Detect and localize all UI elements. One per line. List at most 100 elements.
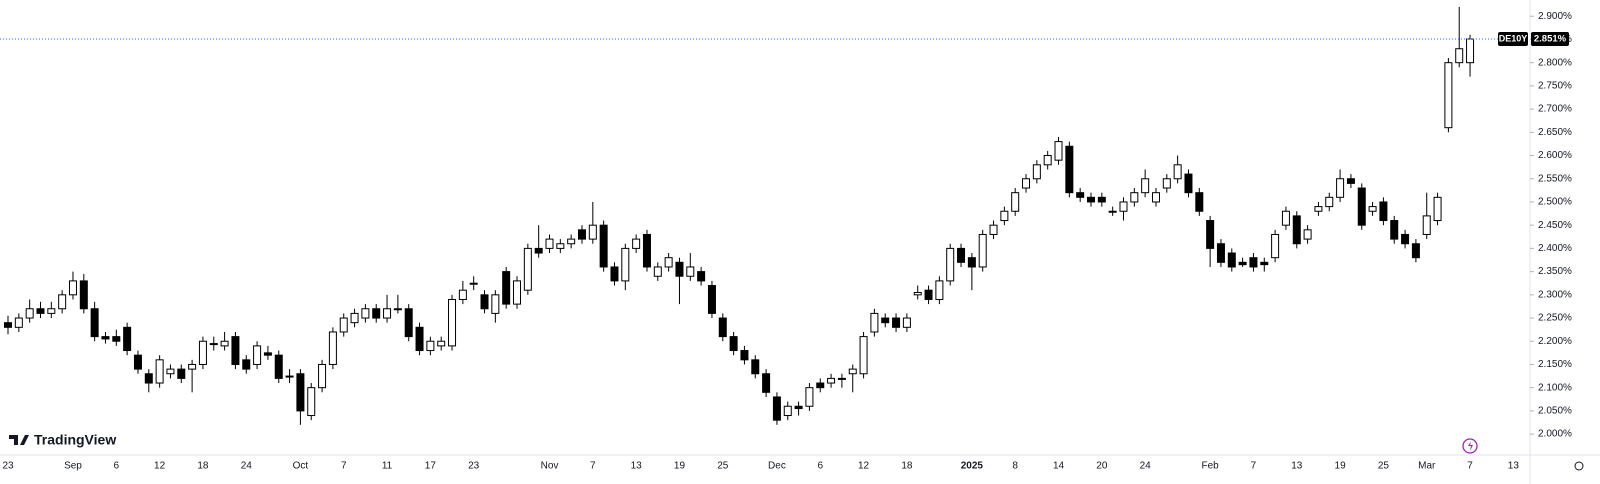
x-tick-label: 25 [1378, 461, 1390, 472]
candle-body [1108, 210, 1117, 213]
candle-body [1336, 178, 1345, 198]
x-tick-label: 17 [425, 461, 437, 472]
candle-body [14, 317, 23, 328]
candle-body [469, 282, 478, 285]
y-tick-label: 2.350% [1538, 266, 1572, 277]
candle-body [881, 317, 890, 324]
candle-body [437, 340, 446, 347]
candle-body [90, 308, 99, 338]
y-tick-label: 2.300% [1538, 289, 1572, 300]
candle-body [448, 298, 457, 347]
candle-body [913, 292, 922, 296]
alert-bolt [1468, 441, 1473, 451]
candle-body [1097, 196, 1106, 203]
candle-body [1271, 233, 1280, 259]
candle-body [350, 312, 359, 324]
candle-body [1195, 192, 1204, 212]
last-price-label: 2.851% [1534, 34, 1567, 45]
candle-body [794, 405, 803, 410]
candle-body [1249, 257, 1258, 268]
candle-body [827, 377, 836, 384]
x-tick-label: 25 [717, 461, 729, 472]
candle-body [263, 352, 272, 356]
y-tick-label: 2.200% [1538, 336, 1572, 347]
candle-body [577, 229, 586, 240]
candle-body [610, 266, 619, 282]
x-tick-label: 23 [2, 461, 14, 472]
y-tick-label: 2.900% [1538, 11, 1572, 22]
candle-body [166, 368, 175, 375]
x-tick-label: 7 [590, 461, 596, 472]
x-tick-label: 24 [1140, 461, 1152, 472]
x-tick-label: 13 [1291, 461, 1303, 472]
candle-body [642, 233, 651, 268]
candle-body [79, 280, 88, 310]
candle-body [123, 326, 132, 352]
x-tick-label: Mar [1418, 461, 1436, 472]
candle-body [870, 312, 879, 333]
logo-icon [9, 435, 29, 445]
x-tick-label: 18 [901, 461, 913, 472]
candle-body [1368, 206, 1377, 212]
candle-body [1444, 62, 1453, 129]
candle-body [1227, 252, 1236, 268]
x-tick-label: 19 [674, 461, 686, 472]
candle-body [783, 405, 792, 417]
y-tick-label: 2.750% [1538, 81, 1572, 92]
candle-body [253, 345, 262, 365]
x-tick-label: 19 [1335, 461, 1347, 472]
logo: TradingView [9, 432, 116, 448]
candle-body [188, 363, 197, 370]
x-tick-label: 24 [241, 461, 253, 472]
candle-body [805, 387, 814, 407]
y-tick-label: 2.400% [1538, 243, 1572, 254]
candle-body [285, 375, 294, 378]
candle-body [307, 387, 316, 417]
candle-body [1065, 145, 1074, 194]
logo-text: TradingView [34, 432, 116, 448]
candle-body [328, 331, 337, 365]
alert-icon[interactable] [1462, 438, 1478, 454]
candle-body [816, 382, 825, 389]
candle-body [177, 368, 186, 379]
candle-body [458, 289, 467, 300]
x-tick-label: 18 [197, 461, 209, 472]
settings-icon[interactable] [1574, 461, 1584, 471]
candle-body [1238, 261, 1247, 266]
candle-body [740, 350, 749, 361]
candle-body [383, 308, 392, 319]
candle-body [36, 308, 45, 314]
candle-body [393, 308, 402, 311]
candle-body [1455, 48, 1464, 64]
x-tick-label: 8 [1012, 461, 1018, 472]
x-tick-label: Sep [64, 461, 82, 472]
candle-body [101, 336, 110, 340]
candle-body [513, 280, 522, 305]
candle-body [1357, 187, 1366, 226]
candle-body [47, 308, 56, 314]
y-tick-label: 2.550% [1538, 173, 1572, 184]
candle-body [404, 308, 413, 338]
y-tick-label: 2.500% [1538, 197, 1572, 208]
candle-body [1390, 220, 1399, 240]
candle-body [1401, 233, 1410, 245]
candle-body [480, 294, 489, 310]
candle-body [231, 336, 240, 365]
candle-body [837, 377, 846, 380]
candle-body [632, 238, 641, 249]
candle-body [567, 238, 576, 245]
candle-body [4, 322, 12, 328]
candle-body [1281, 210, 1290, 226]
y-tick-label: 2.250% [1538, 313, 1572, 324]
x-tick-label: Oct [293, 461, 309, 472]
candle-body [1151, 192, 1160, 203]
candle-body [415, 326, 424, 352]
candle-body [599, 224, 608, 268]
x-tick-label: 20 [1096, 461, 1108, 472]
candle-body [978, 233, 987, 268]
candle-body [1076, 192, 1085, 198]
price-badge [1531, 32, 1569, 46]
candle-body [1162, 178, 1171, 189]
x-tick-label: Feb [1202, 461, 1220, 472]
candle-body [133, 354, 142, 370]
